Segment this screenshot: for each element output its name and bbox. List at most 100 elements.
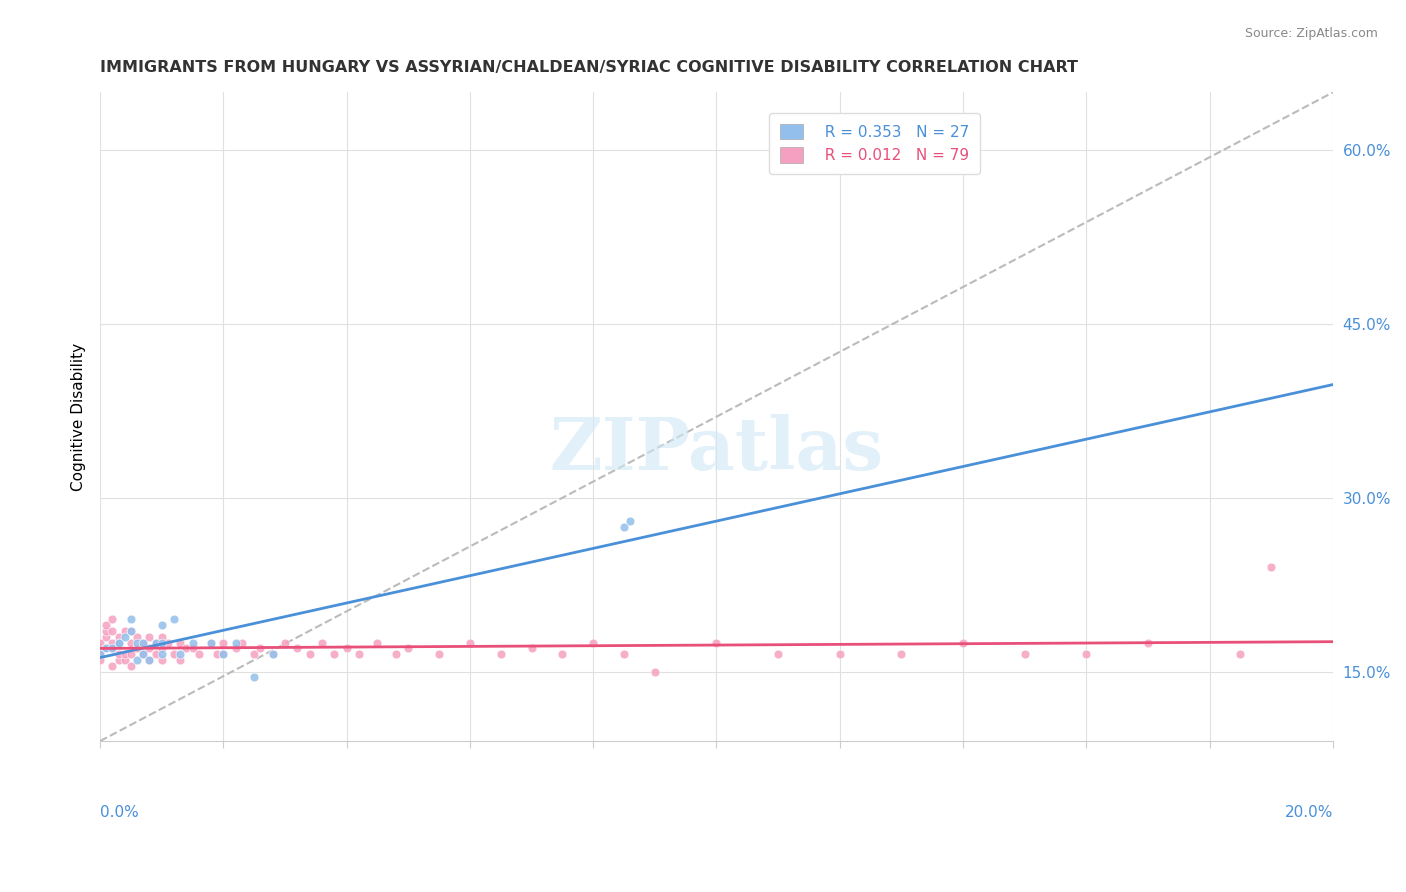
Point bbox=[127, 630, 149, 644]
Point bbox=[311, 635, 333, 649]
Point bbox=[145, 635, 167, 649]
Point bbox=[298, 647, 321, 661]
Point bbox=[101, 641, 124, 656]
Point bbox=[114, 624, 136, 638]
Point bbox=[120, 612, 142, 626]
Point bbox=[231, 635, 253, 649]
Point bbox=[89, 635, 111, 649]
Point bbox=[150, 630, 173, 644]
Point bbox=[225, 635, 247, 649]
Point bbox=[138, 653, 160, 667]
Point bbox=[396, 641, 419, 656]
Point bbox=[132, 647, 155, 661]
Point bbox=[145, 647, 167, 661]
Point bbox=[150, 647, 173, 661]
Point bbox=[107, 635, 129, 649]
Point bbox=[156, 635, 179, 649]
Point bbox=[890, 647, 912, 661]
Text: Source: ZipAtlas.com: Source: ZipAtlas.com bbox=[1244, 27, 1378, 40]
Point bbox=[1136, 635, 1159, 649]
Point bbox=[132, 647, 155, 661]
Point bbox=[89, 647, 111, 661]
Point bbox=[120, 624, 142, 638]
Point bbox=[181, 641, 204, 656]
Point bbox=[101, 658, 124, 673]
Point bbox=[89, 647, 111, 661]
Point bbox=[127, 635, 149, 649]
Point bbox=[952, 635, 974, 649]
Point bbox=[706, 635, 728, 649]
Text: IMMIGRANTS FROM HUNGARY VS ASSYRIAN/CHALDEAN/SYRIAC COGNITIVE DISABILITY CORRELA: IMMIGRANTS FROM HUNGARY VS ASSYRIAN/CHAL… bbox=[100, 60, 1078, 75]
Point bbox=[243, 647, 266, 661]
Point bbox=[207, 647, 229, 661]
Point bbox=[120, 658, 142, 673]
Point bbox=[132, 635, 155, 649]
Point bbox=[101, 641, 124, 656]
Point bbox=[212, 647, 235, 661]
Point bbox=[163, 612, 186, 626]
Point bbox=[551, 647, 574, 661]
Point bbox=[489, 647, 512, 661]
Point bbox=[613, 520, 636, 534]
Point bbox=[107, 653, 129, 667]
Point bbox=[96, 624, 118, 638]
Point bbox=[150, 641, 173, 656]
Point bbox=[323, 647, 346, 661]
Point bbox=[366, 635, 388, 649]
Point bbox=[249, 641, 271, 656]
Point bbox=[163, 647, 186, 661]
Point bbox=[828, 647, 851, 661]
Point bbox=[347, 647, 370, 661]
Text: 20.0%: 20.0% bbox=[1285, 805, 1333, 820]
Point bbox=[225, 641, 247, 656]
Point bbox=[613, 647, 636, 661]
Point bbox=[1260, 560, 1282, 574]
Point bbox=[243, 670, 266, 684]
Point bbox=[274, 635, 297, 649]
Point bbox=[150, 618, 173, 632]
Point bbox=[1076, 647, 1098, 661]
Legend:   R = 0.353   N = 27,   R = 0.012   N = 79: R = 0.353 N = 27, R = 0.012 N = 79 bbox=[769, 113, 980, 174]
Point bbox=[96, 618, 118, 632]
Point bbox=[96, 630, 118, 644]
Point bbox=[458, 635, 481, 649]
Point bbox=[120, 635, 142, 649]
Point bbox=[107, 635, 129, 649]
Point bbox=[150, 653, 173, 667]
Point bbox=[644, 665, 666, 679]
Point bbox=[336, 641, 359, 656]
Text: ZIPatlas: ZIPatlas bbox=[550, 414, 883, 484]
Point bbox=[101, 612, 124, 626]
Point bbox=[262, 647, 284, 661]
Point bbox=[107, 630, 129, 644]
Point bbox=[107, 647, 129, 661]
Point bbox=[114, 653, 136, 667]
Point bbox=[285, 641, 308, 656]
Point bbox=[176, 641, 198, 656]
Point bbox=[169, 635, 191, 649]
Point bbox=[138, 641, 160, 656]
Text: 0.0%: 0.0% bbox=[100, 805, 139, 820]
Point bbox=[187, 647, 209, 661]
Point bbox=[120, 647, 142, 661]
Y-axis label: Cognitive Disability: Cognitive Disability bbox=[72, 343, 86, 491]
Point bbox=[107, 635, 129, 649]
Point bbox=[101, 635, 124, 649]
Point bbox=[212, 635, 235, 649]
Point bbox=[127, 641, 149, 656]
Point bbox=[200, 635, 222, 649]
Point bbox=[138, 630, 160, 644]
Point bbox=[181, 635, 204, 649]
Point bbox=[132, 635, 155, 649]
Point bbox=[101, 624, 124, 638]
Point bbox=[212, 647, 235, 661]
Point bbox=[145, 635, 167, 649]
Point bbox=[127, 653, 149, 667]
Point bbox=[427, 647, 450, 661]
Point bbox=[1229, 647, 1251, 661]
Point bbox=[1014, 647, 1036, 661]
Point bbox=[89, 653, 111, 667]
Point bbox=[169, 647, 191, 661]
Point bbox=[114, 647, 136, 661]
Point bbox=[385, 647, 408, 661]
